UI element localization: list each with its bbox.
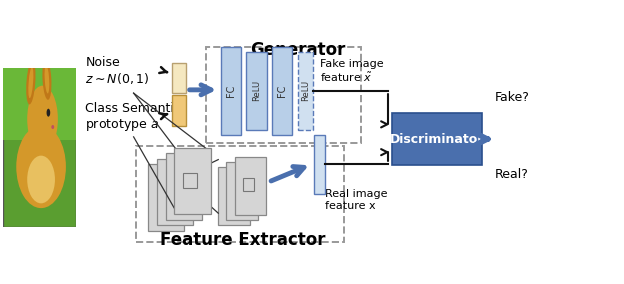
Ellipse shape — [16, 126, 66, 208]
Bar — [206, 47, 361, 143]
Text: Feature Extractor: Feature Extractor — [160, 231, 325, 249]
Bar — [235, 157, 266, 215]
Bar — [221, 47, 241, 135]
Text: ReLU: ReLU — [252, 80, 261, 101]
Ellipse shape — [44, 65, 49, 93]
Bar — [136, 146, 344, 242]
Bar — [243, 178, 255, 191]
Ellipse shape — [27, 156, 55, 203]
Circle shape — [47, 109, 50, 117]
Text: Real image
feature x: Real image feature x — [324, 189, 387, 211]
Text: FC: FC — [277, 85, 287, 97]
Text: Generator: Generator — [250, 41, 346, 59]
Ellipse shape — [42, 59, 51, 100]
Circle shape — [27, 86, 58, 153]
Bar — [148, 164, 185, 231]
Bar — [172, 95, 186, 126]
Bar — [174, 148, 210, 214]
Text: Real?: Real? — [495, 168, 529, 181]
Bar — [183, 173, 197, 188]
Bar — [227, 162, 258, 220]
Ellipse shape — [28, 67, 33, 98]
Bar — [165, 153, 202, 220]
Bar — [3, 68, 76, 140]
Ellipse shape — [51, 125, 54, 129]
Text: ReLU: ReLU — [301, 80, 310, 101]
Text: Class Semantics
prototype $\mathit{a}$: Class Semantics prototype $\mathit{a}$ — [85, 102, 188, 133]
Text: Noise
$z \sim \mathit{N}(0,1)$: Noise $z \sim \mathit{N}(0,1)$ — [85, 56, 150, 86]
Bar — [272, 47, 292, 135]
Text: Fake image
feature $\tilde{x}$: Fake image feature $\tilde{x}$ — [319, 59, 383, 84]
Bar — [298, 52, 313, 130]
Bar — [172, 62, 186, 93]
Bar — [392, 113, 482, 165]
Bar — [218, 168, 250, 225]
Ellipse shape — [26, 60, 36, 105]
Text: Discriminator: Discriminator — [389, 133, 484, 145]
Bar — [246, 52, 266, 130]
Bar — [314, 135, 324, 194]
Text: FC: FC — [226, 85, 236, 97]
Text: Fake?: Fake? — [495, 91, 530, 104]
Bar — [157, 159, 193, 225]
